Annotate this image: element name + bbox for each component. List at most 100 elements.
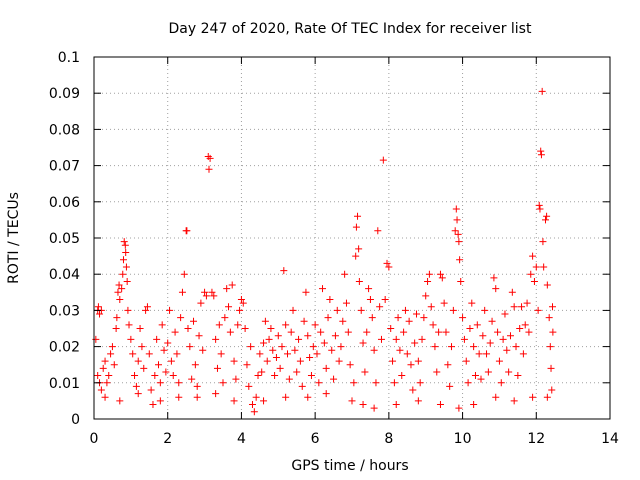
data-point <box>293 368 301 376</box>
data-point <box>549 303 557 311</box>
data-point <box>479 332 487 340</box>
data-point <box>307 372 315 380</box>
data-point <box>260 339 268 347</box>
data-point <box>440 299 448 307</box>
data-point <box>516 325 524 332</box>
data-point <box>436 270 444 278</box>
data-point <box>525 328 533 336</box>
x-tick-label: 12 <box>527 431 545 447</box>
data-point <box>494 328 502 336</box>
data-point <box>389 357 397 365</box>
data-point <box>205 165 213 173</box>
data-point <box>313 350 321 358</box>
data-point <box>284 350 291 358</box>
data-point <box>243 361 251 369</box>
data-point <box>190 317 198 325</box>
data-point <box>460 335 468 343</box>
data-point <box>444 361 452 369</box>
data-point <box>328 346 336 354</box>
data-point <box>436 401 444 409</box>
data-point <box>236 306 244 314</box>
data-point <box>355 277 363 285</box>
data-point <box>455 404 463 412</box>
data-point <box>204 153 212 161</box>
data-point <box>407 361 415 369</box>
data-point <box>241 325 249 332</box>
data-point <box>129 350 137 358</box>
data-point <box>539 238 547 246</box>
y-tick-label: 0.04 <box>49 267 80 283</box>
data-point <box>545 314 553 322</box>
data-point <box>138 343 146 351</box>
data-point <box>108 343 116 351</box>
data-point <box>114 288 122 296</box>
data-point <box>385 263 393 271</box>
y-tick-label: 0.08 <box>49 122 80 138</box>
data-point <box>459 314 467 322</box>
data-point <box>232 375 240 383</box>
data-point <box>119 270 127 278</box>
data-point <box>394 314 402 322</box>
data-point <box>175 393 183 401</box>
data-point <box>451 227 459 235</box>
data-point <box>269 346 277 354</box>
data-point <box>501 310 509 318</box>
data-point <box>425 270 433 278</box>
data-point <box>510 397 518 405</box>
data-point <box>542 216 549 224</box>
data-point <box>287 328 295 336</box>
data-point <box>372 379 380 387</box>
data-point <box>538 87 546 95</box>
data-point <box>414 397 422 405</box>
data-point <box>505 368 513 376</box>
data-point <box>379 156 387 164</box>
data-point <box>543 393 551 401</box>
data-point <box>322 390 330 398</box>
data-point <box>346 361 354 369</box>
data-point <box>197 299 205 307</box>
data-point <box>177 314 185 322</box>
data-point <box>414 357 422 365</box>
data-point <box>258 368 266 376</box>
data-point <box>113 314 121 322</box>
data-point <box>324 314 332 322</box>
data-point <box>306 353 314 361</box>
data-point <box>490 274 498 282</box>
y-tick-label: 0.06 <box>49 195 80 211</box>
data-point <box>105 372 113 380</box>
data-point <box>462 357 470 365</box>
data-point <box>442 328 450 336</box>
data-point <box>361 368 369 376</box>
data-point <box>521 321 529 329</box>
grid <box>94 57 610 419</box>
data-point <box>435 328 443 336</box>
data-point <box>151 372 159 380</box>
data-point <box>523 299 531 307</box>
data-point <box>153 335 161 343</box>
data-point <box>94 372 102 380</box>
data-point <box>457 277 465 285</box>
data-point <box>267 325 275 332</box>
data-point <box>178 288 186 296</box>
data-point <box>537 151 545 159</box>
data-point <box>119 256 127 264</box>
data-point <box>471 372 479 380</box>
data-point <box>506 332 514 340</box>
data-point <box>529 252 537 260</box>
data-point <box>131 372 139 380</box>
data-point <box>228 281 236 289</box>
data-point <box>446 382 454 390</box>
data-point <box>499 335 507 343</box>
data-point <box>230 357 238 365</box>
data-point <box>92 335 100 343</box>
axis-ticks <box>93 56 611 420</box>
data-point <box>134 390 142 398</box>
data-point <box>486 339 494 347</box>
data-point <box>213 364 221 372</box>
chart-title: Day 247 of 2020, Rate Of TEC Index for r… <box>169 21 532 37</box>
data-point <box>497 379 505 387</box>
data-point <box>125 321 133 329</box>
data-point <box>166 306 174 314</box>
data-point <box>518 303 526 311</box>
